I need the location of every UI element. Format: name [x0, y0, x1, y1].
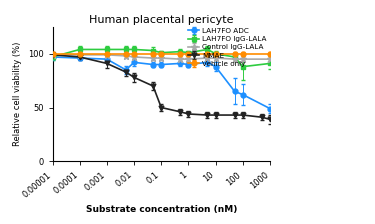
Y-axis label: Relative cell viability (%): Relative cell viability (%) [13, 42, 22, 146]
X-axis label: Substrate concentration (nM): Substrate concentration (nM) [86, 205, 237, 214]
Title: Human placental pericyte: Human placental pericyte [89, 15, 234, 25]
Legend: LAH7FO ADC, LAH7FO IgG-LALA, Control IgG-LALA, MMAE, Vehicle only: LAH7FO ADC, LAH7FO IgG-LALA, Control IgG… [188, 28, 266, 67]
